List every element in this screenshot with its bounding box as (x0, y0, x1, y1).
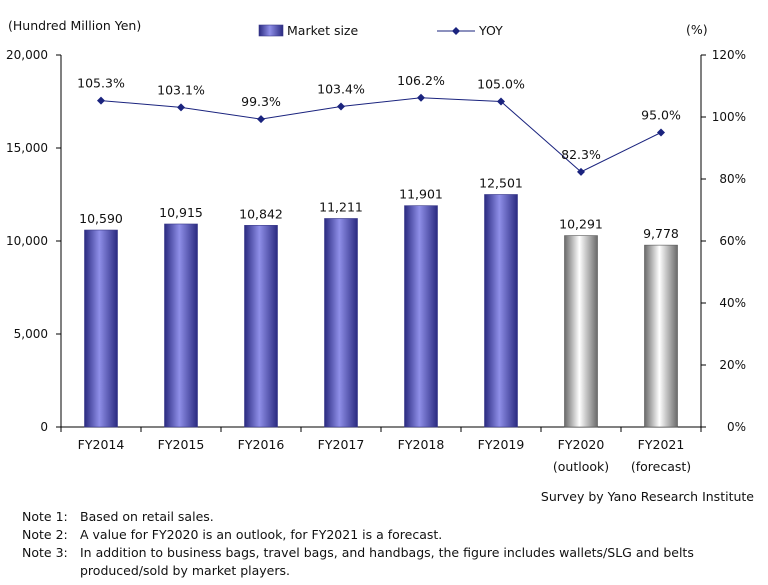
bar-value-label: 10,915 (159, 205, 203, 220)
yoy-line (100, 97, 662, 173)
left-axis-tick-label: 5,000 (14, 327, 48, 341)
left-axis-tick-label: 15,000 (6, 141, 48, 155)
note-label: Note 3: (22, 545, 68, 560)
yoy-point (497, 97, 505, 106)
x-axis-category-label: FY2016 (238, 437, 285, 452)
market-size-bar (564, 235, 598, 428)
bar-value-label: 10,842 (239, 206, 283, 221)
yoy-point (417, 93, 425, 102)
note-label: Note 1: (22, 509, 68, 524)
right-axis-unit-label: (%) (686, 22, 708, 37)
yoy-value-label: 105.3% (77, 76, 125, 91)
note-1: Note 1: Based on retail sales. (22, 508, 214, 526)
x-axis-category-label: FY2019 (478, 437, 525, 452)
yoy-value-label: 103.1% (157, 82, 205, 97)
yoy-value-label: 82.3% (561, 147, 601, 162)
note-2: Note 2: A value for FY2020 is an outlook,… (22, 526, 442, 544)
yoy-point (97, 96, 105, 105)
x-axis-category-label: FY2018 (398, 437, 445, 452)
market-size-bar (324, 218, 358, 428)
x-axis-category-label: FY2014 (78, 437, 125, 452)
yoy-point (177, 103, 185, 112)
x-axis-category-label: FY2021 (638, 437, 685, 452)
note-text: A value for FY2020 is an outlook, for FY… (80, 527, 443, 542)
yoy-point (577, 167, 585, 176)
right-axis-tick-label: 0% (727, 420, 746, 434)
note-label: Note 2: (22, 527, 68, 542)
market-size-bar (244, 225, 278, 428)
right-axis-tick-label: 100% (712, 110, 746, 124)
yoy-point (337, 102, 345, 111)
legend-market-size-label: Market size (287, 23, 358, 38)
note-text: Based on retail sales. (80, 509, 214, 524)
market-size-bar (484, 194, 518, 428)
bar-value-label: 11,211 (319, 199, 363, 214)
right-axis-tick-label: 80% (719, 172, 746, 186)
legend-yoy-label: YOY (478, 23, 503, 38)
yoy-value-label: 95.0% (641, 108, 681, 123)
source-credit: Survey by Yano Research Institute (540, 489, 754, 504)
bar-value-label: 9,778 (643, 226, 679, 241)
legend-market-size-swatch (258, 24, 284, 37)
legend-yoy-marker (452, 27, 460, 35)
note-3-continuation: produced/sold by market players. (80, 563, 290, 578)
bar-value-label: 11,901 (399, 187, 443, 202)
yoy-value-label: 99.3% (241, 94, 281, 109)
market-size-bar (84, 229, 118, 428)
market-size-bar (164, 223, 198, 428)
left-axis-unit-label: (Hundred Million Yen) (8, 18, 141, 33)
right-axis-tick-label: 20% (719, 358, 746, 372)
right-axis-tick-label: 120% (712, 48, 746, 62)
x-axis-category-label: FY2015 (158, 437, 205, 452)
bar-value-label: 10,291 (559, 217, 603, 232)
x-axis-category-label: FY2020 (558, 437, 605, 452)
yoy-value-label: 106.2% (397, 73, 445, 88)
yoy-point (257, 115, 265, 124)
left-axis-tick-label: 20,000 (6, 48, 48, 62)
x-axis-category-sublabel: (forecast) (631, 459, 691, 474)
note-text: In addition to business bags, travel bag… (80, 545, 694, 560)
bar-value-label: 12,501 (479, 175, 523, 190)
x-axis-category-sublabel: (outlook) (553, 459, 609, 474)
right-axis-tick-label: 60% (719, 234, 746, 248)
yoy-value-label: 103.4% (317, 81, 365, 96)
right-axis-tick-label: 40% (719, 296, 746, 310)
chart-canvas: 0 5,000 10,000 15,000 20,000 0% 20% 40% 60% 80% 10… (6, 18, 746, 474)
left-axis-tick-label: 10,000 (6, 234, 48, 248)
yoy-point (657, 128, 665, 137)
x-axis-category-label: FY2017 (318, 437, 365, 452)
market-size-bar (404, 205, 438, 428)
market-size-bar (644, 244, 678, 428)
yoy-value-label: 105.0% (477, 77, 525, 92)
bar-value-label: 10,590 (79, 211, 123, 226)
note-3: Note 3: In addition to business bags, tra… (22, 544, 694, 562)
left-axis-tick-label: 0 (40, 420, 48, 434)
